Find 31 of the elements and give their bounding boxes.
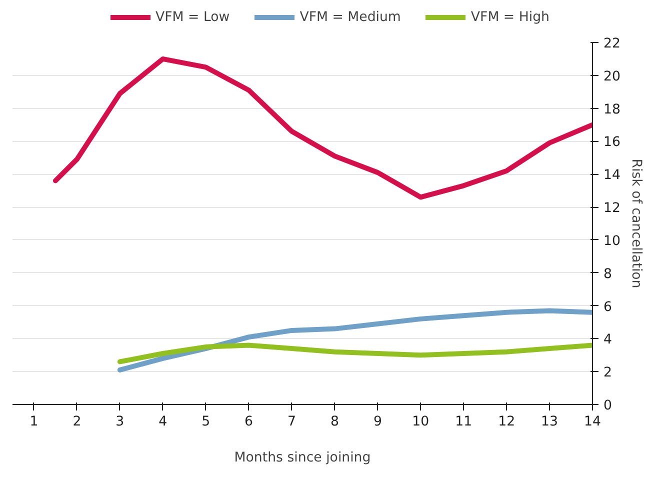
y-tick-label: 22 — [604, 36, 620, 52]
y-axis-title: Risk of cancellation — [628, 158, 644, 288]
y-tick-label: 12 — [604, 201, 620, 216]
y-tick-label: 20 — [604, 69, 620, 84]
x-tick-label: 10 — [412, 414, 430, 430]
x-tick-label: 3 — [116, 414, 124, 430]
y-tick-label: 8 — [604, 266, 612, 282]
x-tick-label: 11 — [455, 414, 472, 430]
x-tick-label: 4 — [158, 414, 168, 430]
y-tick-label: 4 — [604, 332, 612, 348]
x-tick-label: 9 — [373, 414, 382, 430]
x-axis-title: Months since joining — [234, 450, 371, 466]
legend-label: VFM = Low — [156, 10, 230, 24]
y-tick-label: 16 — [604, 135, 620, 150]
x-tick-label: 13 — [541, 414, 558, 430]
x-tick-label: 8 — [330, 414, 339, 430]
x-tick-label: 5 — [202, 414, 210, 430]
x-tick-label: 7 — [288, 414, 296, 430]
x-tick-label: 1 — [30, 414, 38, 430]
y-tick-label: 10 — [604, 234, 620, 249]
x-tick-label: 6 — [244, 414, 254, 430]
y-tick-label: 14 — [604, 168, 620, 184]
legend-label: VFM = High — [470, 10, 550, 24]
x-tick-label: 14 — [584, 414, 601, 430]
y-tick-label: 6 — [604, 300, 612, 315]
y-tick-label: 2 — [604, 366, 612, 381]
legend-label: VFM = Medium — [300, 10, 401, 24]
x-tick-label: 2 — [72, 414, 82, 430]
x-tick-label: 12 — [498, 414, 516, 430]
y-tick-label: 0 — [604, 398, 612, 414]
y-tick-label: 18 — [604, 102, 620, 118]
